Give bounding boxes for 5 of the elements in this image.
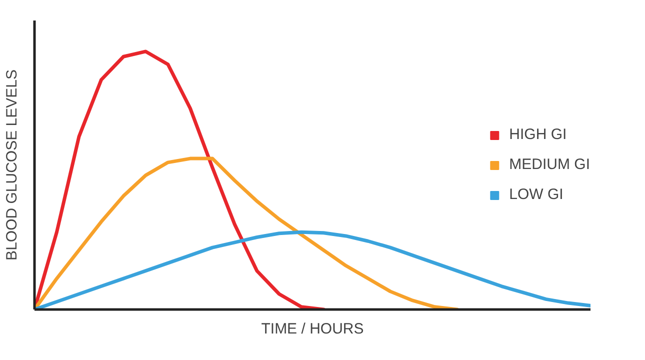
legend-label: LOW GI	[509, 186, 564, 203]
x-axis-title: TIME / HOURS	[261, 320, 364, 338]
y-axis-title: BLOOD GLUCOSE LEVELS	[4, 70, 20, 260]
legend-label: MEDIUM GI	[509, 156, 590, 173]
legend-label: HIGH GI	[509, 126, 567, 143]
